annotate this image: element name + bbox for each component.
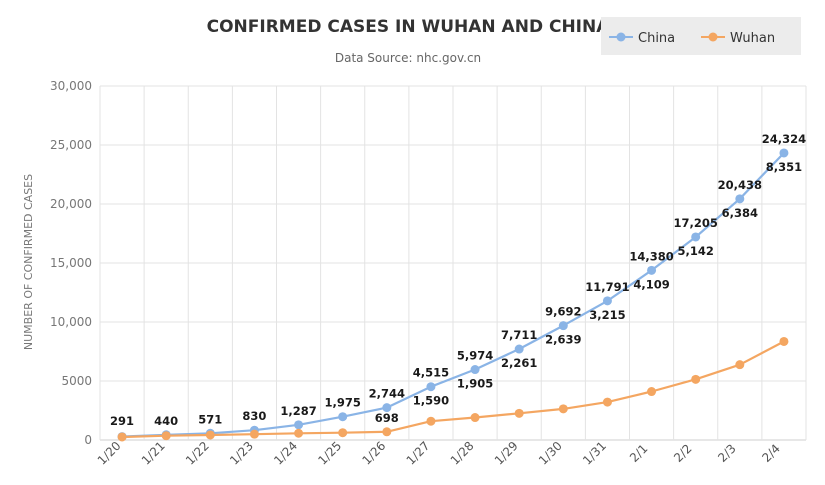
series-line-china [122,152,785,438]
y-tick-label: 15,000 [50,256,92,270]
y-tick-label: 30,000 [50,79,92,93]
data-point-wuhan [426,416,436,426]
data-point-china [514,344,524,354]
y-tick-label: 20,000 [50,197,92,211]
x-tick-label: 2/4 [759,441,783,465]
chart-title: CONFIRMED CASES IN WUHAN AND CHINA [207,17,611,37]
grid [99,85,807,441]
data-label-china: 17,205 [673,216,717,230]
data-label-wuhan: 1,590 [413,394,449,408]
data-point-china [426,382,436,392]
data-label-wuhan: 6,384 [722,206,758,220]
data-label-china: 5,974 [457,349,493,363]
data-label-china: 291 [110,414,134,428]
data-label-wuhan: 5,142 [677,244,713,258]
series-lines [122,152,785,439]
x-tick-label: 1/25 [315,439,344,468]
data-point-china [294,420,304,430]
x-tick-label: 1/23 [227,439,256,468]
data-point-wuhan [294,428,304,438]
data-point-china [602,296,612,306]
data-point-wuhan [514,408,524,418]
data-label-china: 1,287 [280,404,316,418]
series-points [117,148,789,442]
data-label-wuhan: 3,215 [589,308,625,322]
data-point-wuhan [338,428,348,438]
x-tick-label: 1/24 [271,439,300,468]
data-label-china: 7,711 [501,328,537,342]
data-label-wuhan: 8,351 [766,160,802,174]
x-tick-label: 1/28 [448,439,477,468]
legend-marker-china [616,32,626,42]
legend: China Wuhan [601,17,801,55]
data-point-wuhan [205,430,215,440]
x-tick-label: 1/30 [536,439,565,468]
data-label-china: 4,515 [413,366,449,380]
y-axis-label: NUMBER OF CONFIRMED CASES [22,174,35,350]
data-point-china [779,148,789,158]
data-label-china: 14,380 [629,249,673,263]
data-label-wuhan: 1,905 [457,377,493,391]
x-tick-label: 2/2 [671,441,695,465]
data-label-china: 24,324 [762,132,806,146]
data-point-china [382,403,392,413]
x-tick-label: 1/22 [183,439,212,468]
x-axis-ticks: 1/20 1/21 1/22 1/23 1/24 1/25 1/26 1/27 1/28 1/29… [95,439,783,468]
data-point-wuhan [691,374,701,384]
data-point-wuhan [382,427,392,437]
data-point-china [735,194,745,204]
data-point-wuhan [602,397,612,407]
data-label-wuhan: 2,261 [501,356,537,370]
chart-subtitle: Data Source: nhc.gov.cn [335,51,481,65]
legend-marker-wuhan [708,32,718,42]
x-tick-label: 1/21 [139,439,168,468]
data-point-china [558,321,568,331]
x-tick-label: 1/20 [95,439,124,468]
legend-item-china: China [609,31,675,46]
y-tick-label: 10,000 [50,315,92,329]
data-point-wuhan [117,432,127,442]
data-label-china: 11,791 [585,280,629,294]
y-axis-ticks: 0 5000 10,000 15,000 20,000 25,000 30,000 [50,79,92,447]
data-labels: 291 440 571 830 1,287 1,975 2,744 4,515 5,974 7,7… [110,132,806,428]
data-point-china [338,412,348,422]
legend-label-china: China [638,31,675,46]
data-label-china: 440 [154,414,178,428]
data-label-wuhan: 698 [375,411,399,425]
data-label-china: 20,438 [718,178,762,192]
y-tick-label: 5000 [61,374,92,388]
data-label-china: 9,692 [545,305,581,319]
x-tick-label: 2/1 [627,441,651,465]
data-point-china [470,365,480,375]
series-line-wuhan [122,340,785,439]
data-point-wuhan [647,387,657,397]
data-point-china [647,265,657,275]
y-tick-label: 25,000 [50,138,92,152]
data-point-wuhan [249,429,259,439]
data-label-china: 830 [242,409,266,423]
legend-label-wuhan: Wuhan [730,31,775,46]
x-tick-label: 1/26 [360,439,389,468]
data-point-wuhan [779,336,789,346]
y-tick-label: 0 [84,433,92,447]
data-label-china: 1,975 [324,396,360,410]
data-label-wuhan: 4,109 [633,277,669,291]
x-tick-label: 1/29 [492,439,521,468]
data-point-wuhan [470,413,480,423]
data-label-china: 571 [198,412,222,426]
data-label-wuhan: 2,639 [545,333,581,347]
data-point-wuhan [558,404,568,414]
x-tick-label: 1/31 [580,439,609,468]
data-point-china [691,232,701,242]
data-point-wuhan [735,360,745,370]
x-tick-label: 2/3 [715,441,739,465]
legend-item-wuhan: Wuhan [701,31,775,46]
data-label-china: 2,744 [369,387,405,401]
x-tick-label: 1/27 [404,439,433,468]
data-point-wuhan [161,431,171,441]
